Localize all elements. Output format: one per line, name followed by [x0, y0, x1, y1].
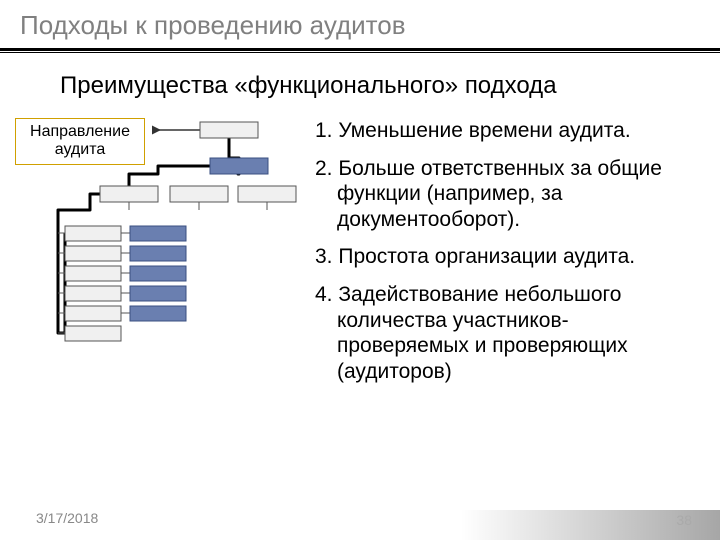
chart-box: [130, 266, 186, 281]
chart-box: [130, 286, 186, 301]
chart-box: [130, 306, 186, 321]
chart-box: [65, 266, 121, 281]
chart-box: [200, 122, 258, 138]
chart-box: [238, 186, 296, 202]
title-rule-thin: [0, 52, 720, 53]
chart-box: [130, 226, 186, 241]
chart-box: [65, 246, 121, 261]
footer-page-number: 38: [676, 512, 692, 528]
list-item: 3. Простота организации аудита.: [315, 244, 700, 270]
list-item: 4. Задействование небольшого количества …: [315, 282, 700, 384]
list-item: 1. Уменьшение времени аудита.: [315, 118, 700, 144]
title-rule-thick: [0, 48, 720, 51]
list-item: 2. Больше ответственных за общие функции…: [315, 156, 700, 233]
chart-box: [65, 226, 121, 241]
chart-box: [210, 158, 268, 174]
chart-box: [170, 186, 228, 202]
chart-box: [65, 286, 121, 301]
slide: Подходы к проведению аудитов Преимуществ…: [0, 0, 720, 540]
advantages-list: 1. Уменьшение времени аудита. 2. Больше …: [315, 118, 700, 396]
org-chart-diagram: [10, 118, 310, 368]
chart-box: [65, 326, 121, 341]
title-bar: Подходы к проведению аудитов: [0, 0, 720, 58]
chart-box: [65, 306, 121, 321]
slide-title: Подходы к проведению аудитов: [20, 10, 406, 41]
chart-box: [100, 186, 158, 202]
chart-box: [130, 246, 186, 261]
footer-date: 3/17/2018: [36, 510, 98, 526]
slide-subtitle: Преимущества «функционального» подхода: [60, 72, 557, 100]
